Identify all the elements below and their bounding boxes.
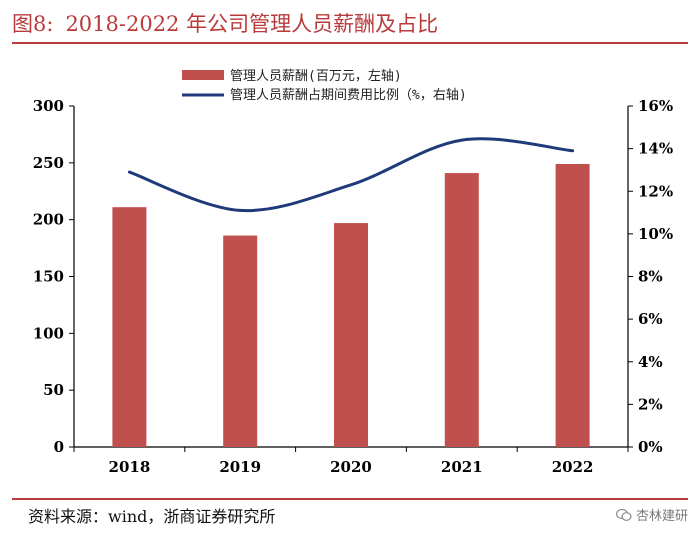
bar-2018 [112,207,147,447]
figure-label: 图8: [12,12,54,36]
x-tick-label: 2021 [441,458,483,476]
bar-series [112,163,590,447]
source-note: 资料来源：wind，浙商证券研究所 [28,507,276,526]
bar-2021 [444,173,479,447]
x-tick-label: 2020 [330,458,372,476]
left-tick-label: 200 [33,211,64,229]
x-tick-label: 2022 [552,458,594,476]
legend-bar-label: 管理人员薪酬(百万元，左轴) [230,69,402,84]
right-tick-label: 12% [638,182,673,200]
right-tick-label: 2% [638,395,663,413]
title-rule [12,42,688,44]
chart-axes: 0 50 100 150 200 250 300 0% 2% 4% 6% 8% 10% 12% 14% 16%… [33,97,673,476]
right-tick-label: 4% [638,353,663,371]
legend-bar-swatch [182,70,224,80]
watermark: 杏林建研 [615,505,688,524]
right-tick-label: 8% [638,268,663,286]
footer-rule [12,498,688,500]
line-series [127,137,575,213]
wechat-icon [615,508,632,521]
bar-2022 [555,163,590,447]
left-tick-label: 0 [54,438,64,456]
figure-title: 图8: 2018-2022 年公司管理人员薪酬及占比 [12,8,438,38]
chart-legend: 管理人员薪酬(百万元，左轴) 管理人员薪酬占期间费用比例（%，右轴) [182,69,467,103]
left-tick-label: 250 [33,154,64,172]
right-tick-label: 0% [638,438,663,456]
right-tick-label: 10% [638,225,673,243]
right-tick-label: 14% [638,140,673,158]
legend-line-label: 管理人员薪酬占期间费用比例（%，右轴) [230,88,467,103]
left-tick-label: 100 [33,324,64,342]
bar-2019 [223,235,258,447]
x-tick-label: 2018 [109,458,151,476]
right-tick-label: 6% [638,310,663,328]
watermark-text: 杏林建研 [635,509,688,524]
left-tick-label: 300 [33,97,64,115]
left-tick-label: 50 [43,381,64,399]
right-tick-label: 16% [638,97,673,115]
left-tick-label: 150 [33,268,64,286]
x-tick-label: 2019 [219,458,261,476]
bar-2020 [334,223,368,447]
figure-title-text: 2018-2022 年公司管理人员薪酬及占比 [65,12,439,36]
ratio-line [127,137,575,213]
